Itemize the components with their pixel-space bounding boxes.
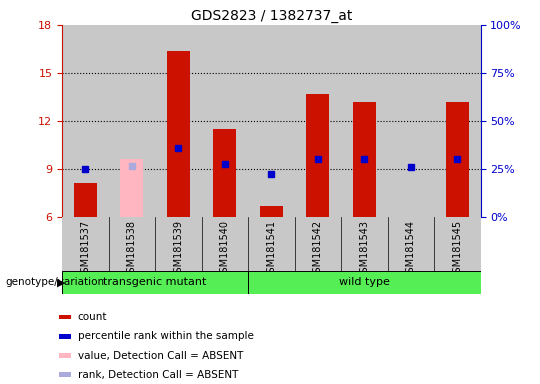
Bar xyxy=(109,217,155,271)
Bar xyxy=(120,159,144,217)
Text: GSM181541: GSM181541 xyxy=(266,220,276,279)
Bar xyxy=(434,217,481,271)
Bar xyxy=(248,25,295,217)
Bar xyxy=(341,25,388,217)
Bar xyxy=(155,25,201,217)
Text: rank, Detection Call = ABSENT: rank, Detection Call = ABSENT xyxy=(78,370,238,380)
Text: percentile rank within the sample: percentile rank within the sample xyxy=(78,331,254,341)
Bar xyxy=(74,184,97,217)
Bar xyxy=(341,217,388,271)
Bar xyxy=(59,315,71,319)
Bar xyxy=(62,25,109,217)
Bar xyxy=(213,129,237,217)
Text: count: count xyxy=(78,312,107,322)
Bar xyxy=(434,25,481,217)
Bar xyxy=(109,25,155,217)
Text: wild type: wild type xyxy=(339,277,390,287)
Bar xyxy=(388,217,434,271)
Bar xyxy=(62,271,248,294)
Text: GSM181537: GSM181537 xyxy=(80,220,90,279)
Bar xyxy=(201,217,248,271)
Bar xyxy=(353,102,376,217)
Bar xyxy=(295,25,341,217)
Bar xyxy=(201,25,248,217)
Text: GSM181538: GSM181538 xyxy=(127,220,137,279)
Bar xyxy=(59,353,71,358)
Bar xyxy=(248,217,295,271)
Text: GSM181542: GSM181542 xyxy=(313,220,323,279)
Text: GSM181543: GSM181543 xyxy=(359,220,369,279)
Text: GSM181545: GSM181545 xyxy=(453,220,462,279)
Text: genotype/variation: genotype/variation xyxy=(5,277,105,287)
Bar xyxy=(446,102,469,217)
Bar xyxy=(260,206,283,217)
Bar xyxy=(167,51,190,217)
Text: GSM181540: GSM181540 xyxy=(220,220,230,279)
Text: value, Detection Call = ABSENT: value, Detection Call = ABSENT xyxy=(78,351,243,361)
Bar xyxy=(59,334,71,339)
Text: GSM181544: GSM181544 xyxy=(406,220,416,279)
Text: ▶: ▶ xyxy=(57,277,65,287)
Text: transgenic mutant: transgenic mutant xyxy=(104,277,207,287)
Bar xyxy=(306,94,329,217)
Bar xyxy=(388,25,434,217)
Bar xyxy=(62,217,109,271)
Bar xyxy=(248,271,481,294)
Bar xyxy=(155,217,201,271)
Bar xyxy=(59,372,71,377)
Text: GSM181539: GSM181539 xyxy=(173,220,184,279)
Title: GDS2823 / 1382737_at: GDS2823 / 1382737_at xyxy=(191,8,352,23)
Bar xyxy=(295,217,341,271)
